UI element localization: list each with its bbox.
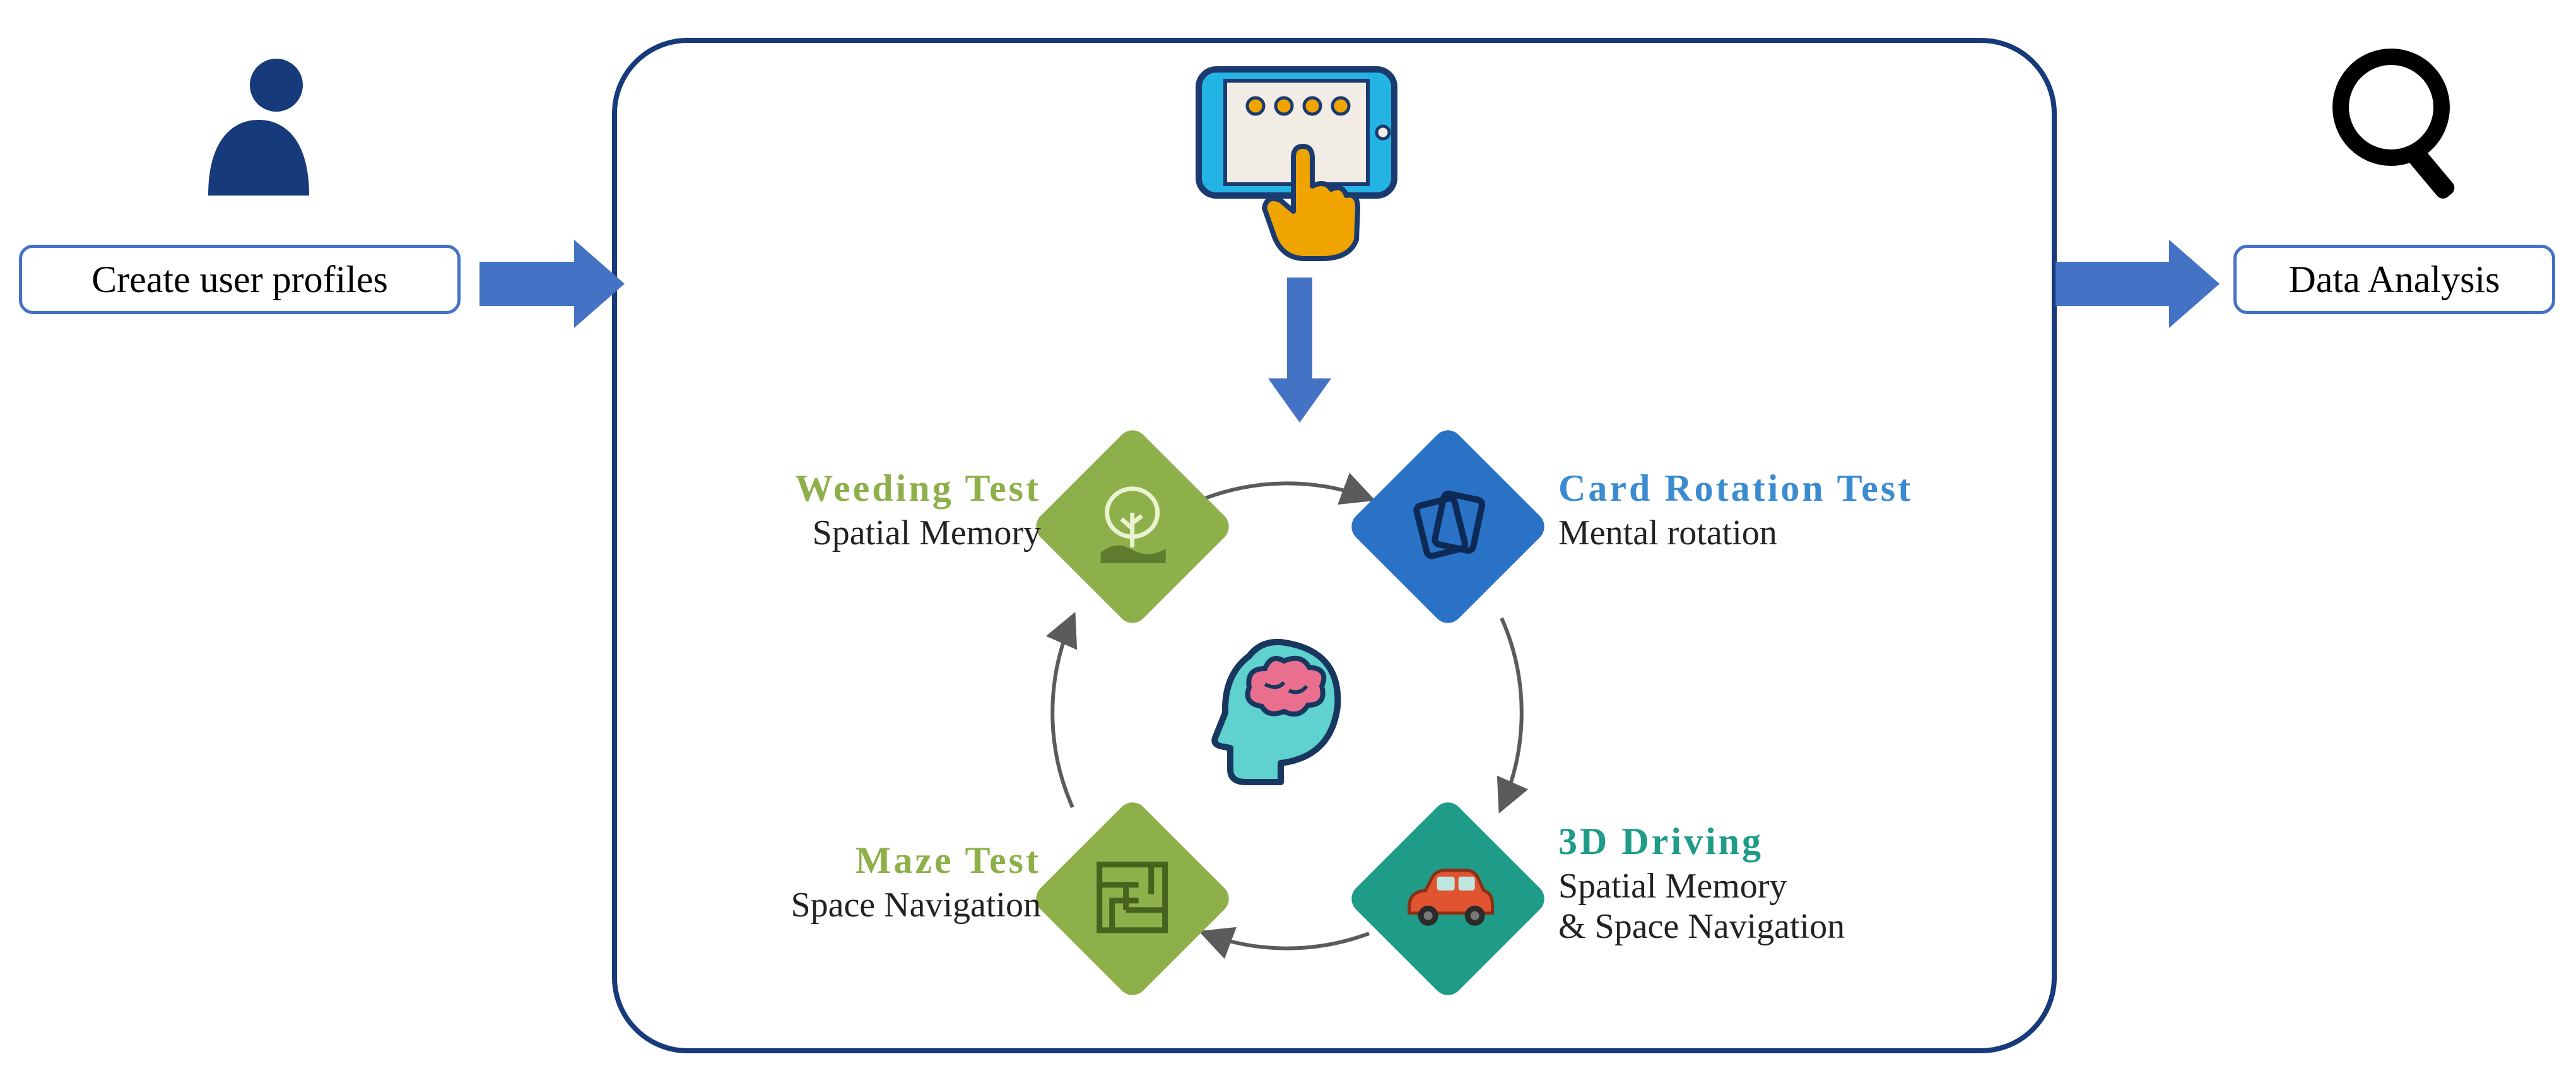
weeding-diamond xyxy=(1060,454,1205,599)
data-analysis-box: Data Analysis xyxy=(2233,245,2555,314)
driving-label: 3D Driving Spatial Memory & Space Naviga… xyxy=(1558,820,2025,947)
brain-head-icon xyxy=(1211,631,1363,798)
user-icon xyxy=(196,50,322,199)
maze-diamond xyxy=(1060,826,1205,971)
car-icon xyxy=(1401,863,1495,935)
maze-label: Maze Test Space Navigation xyxy=(662,839,1041,925)
tree-icon xyxy=(1091,484,1173,570)
card-rotation-label: Card Rotation Test Mental rotation xyxy=(1558,467,2013,553)
cards-icon xyxy=(1404,481,1492,573)
arrow-in xyxy=(479,240,625,328)
arrow-down xyxy=(1268,278,1331,423)
driving-diamond xyxy=(1375,826,1520,971)
mobile-interact-icon xyxy=(1186,57,1413,268)
card-rotation-diamond xyxy=(1375,454,1520,599)
create-profiles-label: Create user profiles xyxy=(91,258,388,301)
create-profiles-box: Create user profiles xyxy=(19,245,461,314)
weeding-label: Weeding Test Spatial Memory xyxy=(662,467,1041,553)
arrow-out xyxy=(2056,240,2220,328)
maze-icon xyxy=(1095,860,1170,939)
magnifier-icon xyxy=(2322,38,2467,205)
data-analysis-label: Data Analysis xyxy=(2289,258,2500,301)
